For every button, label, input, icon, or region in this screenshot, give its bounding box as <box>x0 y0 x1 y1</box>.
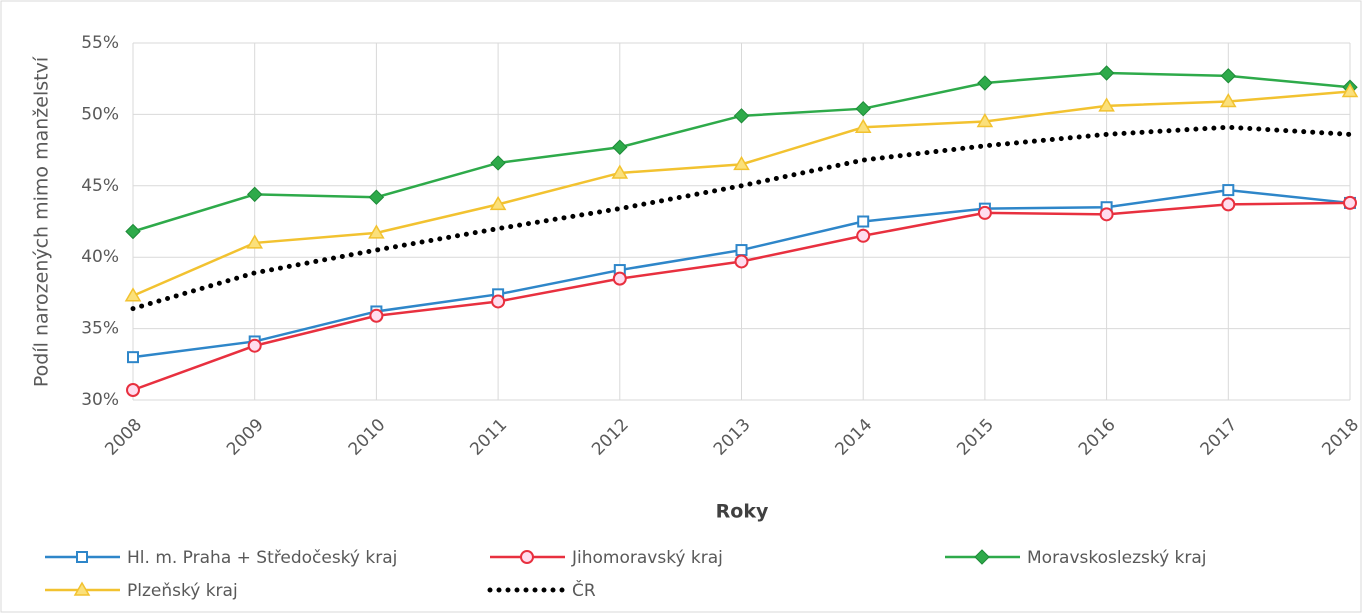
y-tick-label: 35% <box>81 319 119 339</box>
data-point <box>1099 207 1114 222</box>
y-tick-label: 55% <box>81 33 119 53</box>
legend-label: ČR <box>572 579 596 601</box>
data-point <box>1098 97 1115 112</box>
data-point <box>1222 184 1235 197</box>
data-point <box>490 155 506 171</box>
data-point <box>124 287 142 302</box>
y-axis-label: Podíl narozených mimo manželství <box>31 56 53 387</box>
legend-label: Moravskoslezský kraj <box>1027 548 1207 568</box>
data-point <box>126 383 140 398</box>
data-point <box>247 338 262 353</box>
series-line <box>130 124 1353 312</box>
data-point <box>733 155 750 171</box>
data-point <box>612 139 628 155</box>
data-point <box>1341 83 1359 98</box>
data-point <box>856 228 871 243</box>
data-point <box>733 108 750 124</box>
data-point <box>854 118 872 134</box>
data-point <box>855 100 871 117</box>
legend-marker <box>974 549 990 565</box>
data-point <box>246 234 264 249</box>
legend-marker <box>76 551 88 563</box>
data-point <box>246 186 263 203</box>
data-point <box>125 223 141 240</box>
legend-marker <box>520 550 534 564</box>
data-point <box>1221 197 1236 212</box>
legend-label: Jihomoravský kraj <box>571 548 723 568</box>
data-point <box>368 189 385 205</box>
data-point <box>368 224 385 239</box>
data-point <box>976 113 994 128</box>
data-point <box>612 271 627 286</box>
data-point <box>1098 65 1115 81</box>
data-point <box>1343 195 1357 210</box>
data-point <box>735 244 748 257</box>
data-point <box>127 351 139 364</box>
data-point <box>1220 68 1237 84</box>
data-point <box>611 164 629 179</box>
data-point <box>734 254 749 269</box>
legend-label: Plzeňský kraj <box>127 581 238 601</box>
legend-label: Hl. m. Praha + Středočeský kraj <box>127 548 397 568</box>
y-tick-label: 40% <box>81 247 119 267</box>
data-point <box>977 205 992 220</box>
data-point <box>489 195 507 211</box>
data-point <box>1219 93 1237 108</box>
data-point <box>977 75 993 91</box>
data-point <box>491 294 506 309</box>
data-point <box>369 308 384 323</box>
x-axis-label: Roky <box>716 501 769 523</box>
y-tick-label: 50% <box>81 104 119 124</box>
y-tick-label: 30% <box>81 390 119 410</box>
y-tick-label: 45% <box>81 176 119 196</box>
data-point <box>857 215 870 228</box>
legend-marker <box>73 581 91 596</box>
